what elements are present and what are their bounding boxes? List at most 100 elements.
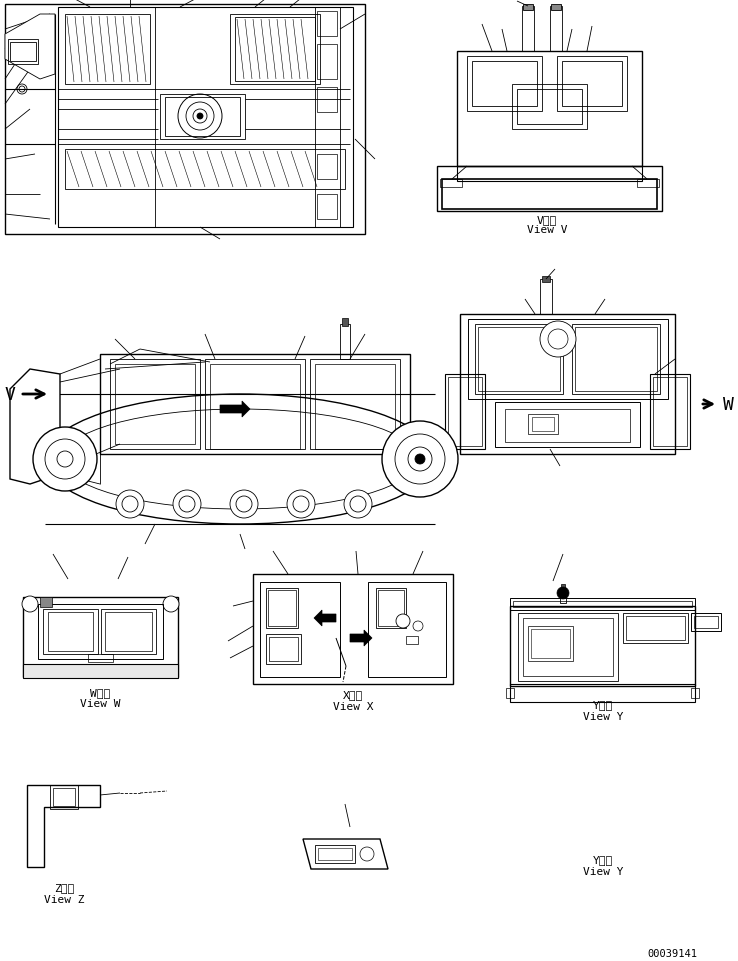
Bar [532, 418, 554, 431]
Text: Z　視: Z 視 [54, 882, 74, 892]
Bar [472, 62, 537, 107]
Bar [518, 613, 618, 681]
Ellipse shape [396, 614, 410, 628]
Bar [269, 637, 298, 661]
Bar [551, 5, 561, 11]
Bar [5, 5, 365, 234]
Polygon shape [5, 15, 55, 80]
Bar [562, 62, 622, 107]
Bar [512, 85, 587, 130]
Bar [523, 5, 533, 11]
Text: W　視: W 視 [90, 687, 110, 698]
Bar [440, 180, 462, 187]
Bar [653, 378, 687, 447]
Bar [23, 664, 178, 678]
Bar [10, 43, 36, 62]
Bar [572, 325, 660, 395]
Ellipse shape [413, 622, 423, 631]
Bar [88, 654, 113, 662]
Ellipse shape [293, 497, 309, 512]
Bar [268, 590, 296, 627]
Bar [105, 612, 152, 652]
Ellipse shape [197, 114, 203, 120]
Bar [478, 328, 560, 391]
Bar [8, 40, 38, 65]
Bar [510, 684, 695, 702]
Bar [253, 575, 453, 684]
Bar [561, 584, 565, 590]
Bar [623, 613, 688, 643]
Ellipse shape [382, 422, 458, 498]
Polygon shape [27, 785, 100, 867]
Bar [637, 180, 659, 187]
Bar [457, 52, 642, 167]
Bar [340, 325, 350, 359]
Bar [230, 15, 320, 85]
Ellipse shape [395, 434, 445, 484]
Bar [523, 618, 613, 677]
Bar [506, 688, 514, 699]
Bar [560, 588, 566, 604]
Bar [694, 616, 718, 628]
Ellipse shape [179, 497, 195, 512]
Ellipse shape [116, 490, 144, 519]
Bar [266, 634, 301, 664]
Bar [53, 788, 75, 806]
Ellipse shape [557, 587, 569, 600]
Ellipse shape [33, 428, 97, 491]
Bar [65, 15, 150, 85]
Bar [457, 167, 642, 182]
Bar [557, 57, 627, 111]
Bar [160, 95, 245, 140]
Bar [40, 598, 52, 607]
Bar [23, 598, 178, 678]
Bar [115, 364, 195, 445]
Text: View W: View W [80, 699, 120, 708]
Bar [38, 604, 163, 659]
Text: Y　視: Y 視 [593, 700, 613, 709]
Ellipse shape [122, 497, 138, 512]
Ellipse shape [163, 597, 179, 612]
Ellipse shape [350, 497, 366, 512]
Bar [317, 195, 337, 220]
Ellipse shape [45, 439, 85, 480]
Bar [266, 588, 298, 628]
Bar [65, 150, 345, 190]
Bar [376, 588, 406, 628]
Bar [315, 364, 395, 450]
Ellipse shape [360, 847, 374, 861]
Bar [317, 45, 337, 80]
Bar [505, 409, 630, 442]
Ellipse shape [230, 490, 258, 519]
Bar [378, 590, 404, 627]
Ellipse shape [173, 490, 201, 519]
Text: W: W [723, 396, 734, 413]
Ellipse shape [22, 597, 38, 612]
Bar [542, 277, 550, 283]
Bar [165, 98, 240, 136]
Bar [510, 606, 695, 686]
Bar [528, 414, 558, 434]
Bar [540, 280, 552, 314]
Bar [318, 849, 352, 860]
Bar [437, 167, 662, 211]
Text: 00039141: 00039141 [647, 948, 697, 958]
Text: View Y: View Y [583, 866, 624, 876]
Bar [513, 602, 692, 607]
Bar [317, 155, 337, 180]
Text: View Z: View Z [44, 894, 84, 904]
Bar [260, 582, 340, 678]
Ellipse shape [236, 497, 252, 512]
Bar [691, 613, 721, 631]
Bar [475, 325, 563, 395]
Bar [495, 403, 640, 448]
Ellipse shape [408, 448, 432, 472]
Text: View V: View V [527, 225, 568, 234]
Bar [445, 375, 485, 450]
Bar [50, 785, 78, 809]
Bar [317, 12, 337, 37]
Ellipse shape [540, 322, 576, 357]
Polygon shape [350, 630, 372, 647]
Bar [315, 845, 355, 863]
Polygon shape [303, 839, 388, 869]
